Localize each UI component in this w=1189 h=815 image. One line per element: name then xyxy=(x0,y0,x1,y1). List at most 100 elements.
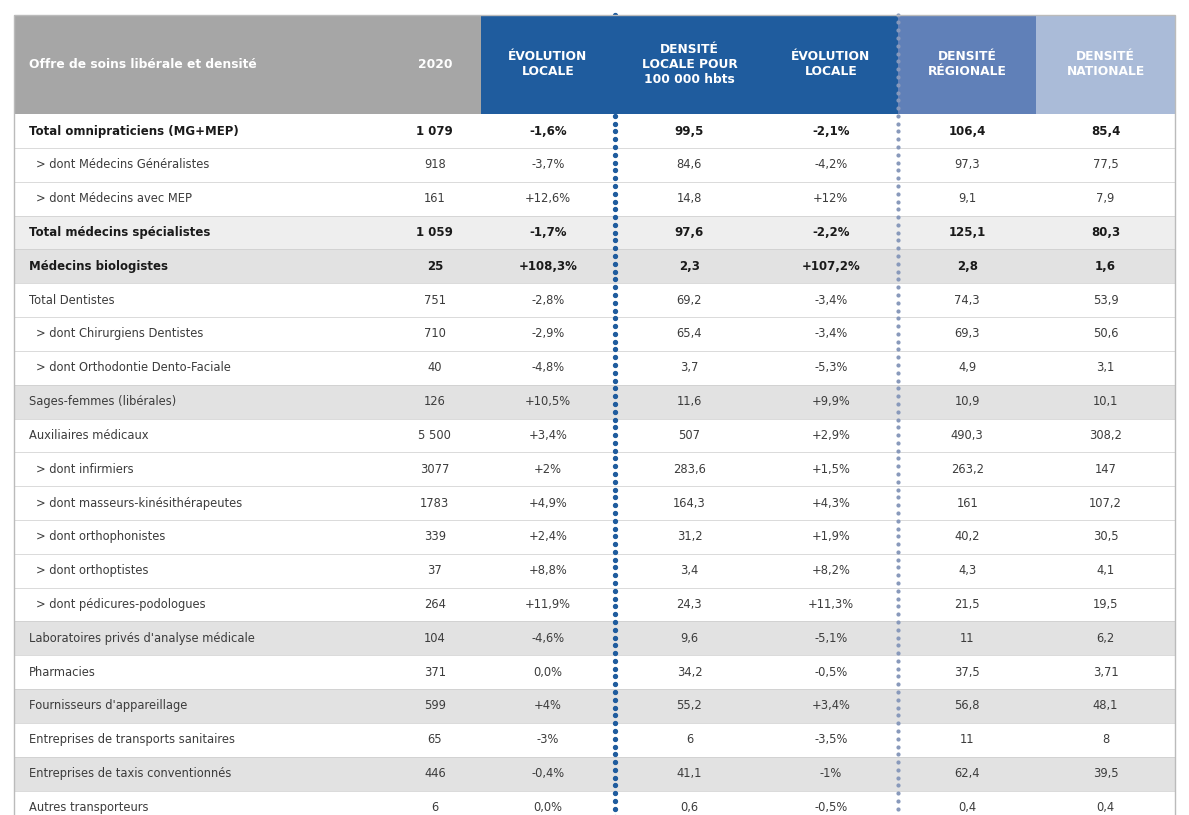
Text: 11,6: 11,6 xyxy=(677,395,703,408)
Bar xyxy=(763,723,898,756)
Bar xyxy=(898,554,1037,588)
Bar xyxy=(1037,689,1175,723)
Bar xyxy=(14,317,389,350)
Bar xyxy=(763,182,898,215)
Bar xyxy=(1037,317,1175,350)
Text: 4,9: 4,9 xyxy=(958,361,976,374)
Text: -0,5%: -0,5% xyxy=(814,801,848,814)
Text: +4%: +4% xyxy=(534,699,562,712)
Text: ÉVOLUTION
LOCALE: ÉVOLUTION LOCALE xyxy=(509,51,587,78)
Text: 710: 710 xyxy=(424,328,446,341)
Text: 37,5: 37,5 xyxy=(955,666,980,679)
Bar xyxy=(480,15,615,114)
Text: > dont masseurs-kinésithérapeutes: > dont masseurs-kinésithérapeutes xyxy=(36,496,241,509)
Bar xyxy=(14,452,389,486)
Text: 126: 126 xyxy=(424,395,446,408)
Text: 9,6: 9,6 xyxy=(680,632,698,645)
Text: 507: 507 xyxy=(679,429,700,442)
Bar xyxy=(389,148,480,182)
Text: Sages-femmes (libérales): Sages-femmes (libérales) xyxy=(29,395,176,408)
Text: 30,5: 30,5 xyxy=(1093,531,1119,544)
Text: Total Dentistes: Total Dentistes xyxy=(29,293,114,306)
Bar xyxy=(763,351,898,385)
Text: 11: 11 xyxy=(960,734,975,747)
Text: Entreprises de taxis conventionnés: Entreprises de taxis conventionnés xyxy=(29,767,231,780)
Text: 161: 161 xyxy=(956,496,979,509)
Text: 11: 11 xyxy=(960,632,975,645)
Text: 37: 37 xyxy=(428,564,442,577)
Bar xyxy=(1037,452,1175,486)
Bar xyxy=(763,486,898,520)
Text: 4,3: 4,3 xyxy=(958,564,976,577)
Text: 164,3: 164,3 xyxy=(673,496,706,509)
Text: +11,3%: +11,3% xyxy=(807,598,854,611)
Text: 106,4: 106,4 xyxy=(949,125,986,138)
Bar xyxy=(615,486,763,520)
Text: 55,2: 55,2 xyxy=(677,699,703,712)
Text: Total médecins spécialistes: Total médecins spécialistes xyxy=(29,226,210,239)
Text: 4,1: 4,1 xyxy=(1096,564,1114,577)
Bar xyxy=(763,114,898,148)
Bar xyxy=(1037,182,1175,215)
Bar xyxy=(763,215,898,249)
Bar xyxy=(615,588,763,622)
Text: 371: 371 xyxy=(423,666,446,679)
Text: DENSITÉ
RÉGIONALE: DENSITÉ RÉGIONALE xyxy=(927,51,1007,78)
Text: 3,71: 3,71 xyxy=(1093,666,1119,679)
Text: -3,5%: -3,5% xyxy=(814,734,848,747)
Bar xyxy=(615,791,763,815)
Bar xyxy=(898,419,1037,452)
Text: 308,2: 308,2 xyxy=(1089,429,1122,442)
Text: 69,3: 69,3 xyxy=(955,328,980,341)
Bar xyxy=(615,249,763,283)
Bar xyxy=(480,655,615,689)
Text: -4,6%: -4,6% xyxy=(531,632,565,645)
Bar xyxy=(14,588,389,622)
Text: 104: 104 xyxy=(424,632,446,645)
Bar xyxy=(389,452,480,486)
Bar xyxy=(1037,148,1175,182)
Text: +4,3%: +4,3% xyxy=(811,496,850,509)
Bar xyxy=(763,520,898,554)
Text: +2%: +2% xyxy=(534,463,562,476)
Bar xyxy=(763,622,898,655)
Text: 62,4: 62,4 xyxy=(955,767,980,780)
Text: 97,3: 97,3 xyxy=(955,158,980,171)
Text: +3,4%: +3,4% xyxy=(811,699,850,712)
Bar xyxy=(615,452,763,486)
Bar xyxy=(898,148,1037,182)
Bar xyxy=(389,689,480,723)
Bar xyxy=(898,215,1037,249)
Text: -2,9%: -2,9% xyxy=(531,328,565,341)
Bar xyxy=(389,114,480,148)
Bar xyxy=(615,182,763,215)
Bar xyxy=(615,419,763,452)
Bar xyxy=(389,215,480,249)
Bar xyxy=(1037,351,1175,385)
Text: Autres transporteurs: Autres transporteurs xyxy=(29,801,149,814)
Bar xyxy=(14,419,389,452)
Bar xyxy=(14,215,389,249)
Text: > dont Médecins Généralistes: > dont Médecins Généralistes xyxy=(36,158,209,171)
Text: +9,9%: +9,9% xyxy=(812,395,850,408)
Text: 2,3: 2,3 xyxy=(679,260,700,273)
Text: 263,2: 263,2 xyxy=(951,463,983,476)
Text: 25: 25 xyxy=(427,260,443,273)
Text: Total omnipraticiens (MG+MEP): Total omnipraticiens (MG+MEP) xyxy=(29,125,238,138)
Bar xyxy=(14,351,389,385)
Text: 85,4: 85,4 xyxy=(1090,125,1120,138)
Bar xyxy=(480,486,615,520)
Text: 3,4: 3,4 xyxy=(680,564,699,577)
Text: 24,3: 24,3 xyxy=(677,598,703,611)
Text: Offre de soins libérale et densité: Offre de soins libérale et densité xyxy=(29,58,257,71)
Text: > dont pédicures-podologues: > dont pédicures-podologues xyxy=(36,598,206,611)
Text: 1,6: 1,6 xyxy=(1095,260,1116,273)
Text: -2,1%: -2,1% xyxy=(812,125,850,138)
Text: 40: 40 xyxy=(428,361,442,374)
Text: 21,5: 21,5 xyxy=(955,598,980,611)
Text: +108,3%: +108,3% xyxy=(518,260,578,273)
Text: -3,4%: -3,4% xyxy=(814,293,848,306)
Text: -0,5%: -0,5% xyxy=(814,666,848,679)
Bar xyxy=(763,148,898,182)
Bar xyxy=(763,419,898,452)
